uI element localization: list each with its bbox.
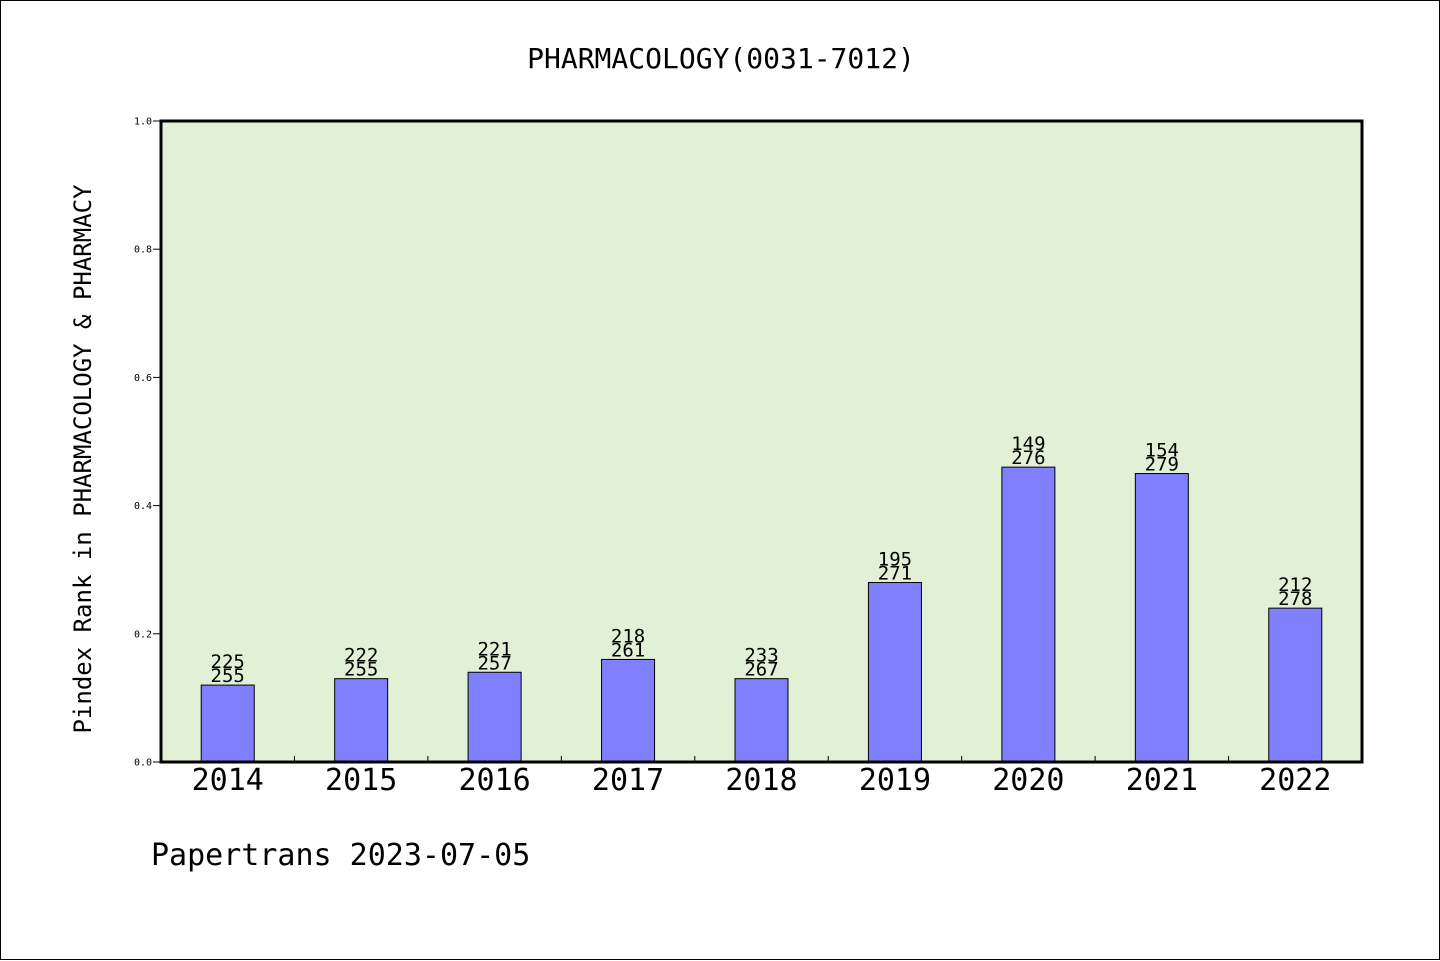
bar-2016 [467,671,522,763]
bar-2019 [867,582,922,763]
data-label-top-2014: 225 [211,651,245,673]
bar-2014 [200,684,255,763]
data-label-bottom-2015: 255 [344,659,378,681]
data-label-top-2015: 222 [344,645,378,667]
data-label-bottom-2022: 278 [1278,588,1312,610]
y-tick-label-0.0: 0.0 [134,758,152,769]
data-label-top-2016: 221 [477,638,511,660]
data-label-top-2017: 218 [611,625,645,647]
plot-border [159,119,1364,764]
x-axis: 2014 2015 2016 2017 2018 2019 2020 2021 2022 [192,756,1331,798]
data-label-bottom-2017: 261 [611,639,645,661]
bar-2015 [334,678,389,763]
bar-2020 [1001,466,1056,763]
data-label-top-2018: 233 [744,645,778,667]
y-axis: 0.0 0.2 0.4 0.6 0.8 1.0 [134,117,161,769]
bars-layer [200,466,1323,763]
chart-title: PHARMACOLOGY(0031-7012) [527,42,915,75]
y-tick-label-1.0: 1.0 [134,117,152,128]
data-label-bottom-2021: 279 [1145,454,1179,476]
x-tick-label-2022: 2022 [1259,763,1331,798]
data-label-top-2022: 212 [1278,574,1312,596]
footer-credit: Papertrans 2023-07-05 [151,838,530,873]
data-label-top-2020: 149 [1011,433,1045,455]
x-tick-label-2021: 2021 [1126,763,1198,798]
bar-2017 [601,658,656,763]
y-tick-label-0.8: 0.8 [134,245,152,256]
x-tick-label-2018: 2018 [725,763,797,798]
data-label-bottom-2018: 267 [744,659,778,681]
bar-2021 [1134,473,1189,763]
y-tick-label-0.4: 0.4 [134,501,152,512]
data-label-bottom-2020: 276 [1011,447,1045,469]
data-label-top-2019: 195 [878,549,912,571]
x-tick-label-2017: 2017 [592,763,664,798]
data-label-bottom-2019: 271 [878,563,912,585]
x-tick-label-2015: 2015 [325,763,397,798]
x-tick-label-2016: 2016 [458,763,530,798]
bar-2018 [734,678,789,763]
y-axis-label: Pindex Rank in PHARMACOLOGY & PHARMACY [69,184,97,734]
x-tick-label-2020: 2020 [992,763,1064,798]
data-label-bottom-2014: 255 [211,665,245,687]
y-tick-label-0.6: 0.6 [134,373,152,384]
x-tick-label-2019: 2019 [859,763,931,798]
y-tick-label-0.2: 0.2 [134,629,152,640]
x-tick-label-2014: 2014 [192,763,264,798]
data-label-top-2021: 154 [1145,440,1179,462]
data-label-bottom-2016: 257 [477,652,511,674]
bar-2022 [1268,607,1323,763]
